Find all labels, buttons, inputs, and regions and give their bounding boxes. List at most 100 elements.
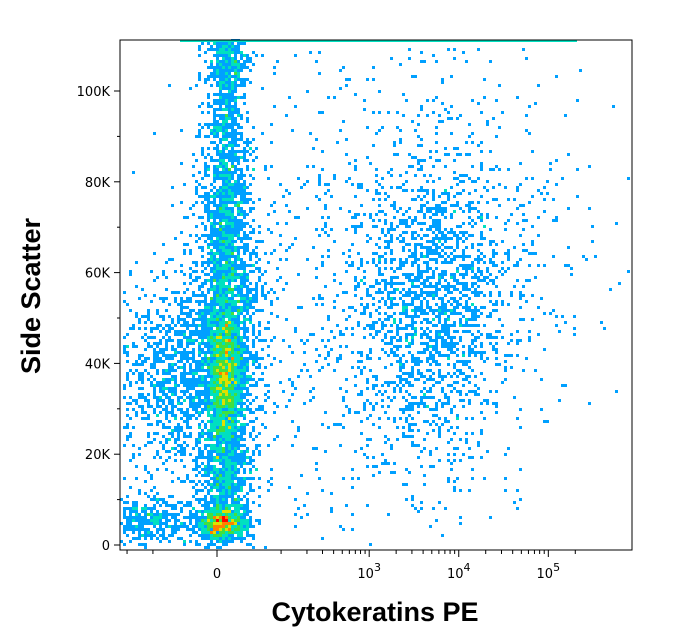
- data-point: [183, 441, 186, 444]
- data-point: [174, 300, 177, 303]
- data-point: [261, 348, 264, 351]
- data-point: [198, 318, 201, 321]
- data-point: [225, 57, 228, 60]
- data-point: [165, 324, 168, 327]
- data-point: [138, 387, 141, 390]
- data-point: [555, 219, 558, 222]
- data-point: [216, 243, 219, 246]
- data-point: [471, 456, 474, 459]
- data-point: [246, 519, 249, 522]
- data-point: [399, 297, 402, 300]
- data-point: [192, 270, 195, 273]
- data-point: [237, 126, 240, 129]
- data-point: [252, 342, 255, 345]
- data-point: [297, 426, 300, 429]
- data-point: [207, 504, 210, 507]
- data-point: [294, 105, 297, 108]
- data-point: [252, 207, 255, 210]
- data-point: [231, 387, 234, 390]
- data-point: [474, 384, 477, 387]
- data-point: [213, 180, 216, 183]
- data-point: [234, 303, 237, 306]
- data-point: [189, 516, 192, 519]
- data-point: [168, 303, 171, 306]
- data-point: [255, 381, 258, 384]
- data-point: [429, 357, 432, 360]
- data-point: [210, 318, 213, 321]
- data-point: [363, 282, 366, 285]
- data-point: [216, 297, 219, 300]
- data-point: [423, 159, 426, 162]
- data-point: [246, 351, 249, 354]
- data-point: [225, 93, 228, 96]
- data-point: [216, 48, 219, 51]
- data-point: [483, 261, 486, 264]
- data-point: [144, 537, 147, 540]
- data-point: [360, 447, 363, 450]
- data-point: [519, 468, 522, 471]
- data-point: [405, 180, 408, 183]
- data-point: [228, 459, 231, 462]
- data-point: [174, 441, 177, 444]
- data-point: [435, 447, 438, 450]
- data-point: [228, 177, 231, 180]
- data-point: [207, 516, 210, 519]
- data-point: [156, 369, 159, 372]
- data-point: [384, 435, 387, 438]
- data-point: [204, 447, 207, 450]
- data-point: [366, 294, 369, 297]
- data-point: [246, 306, 249, 309]
- data-point: [162, 381, 165, 384]
- data-point: [387, 381, 390, 384]
- data-point: [219, 366, 222, 369]
- data-point: [219, 312, 222, 315]
- data-point: [126, 501, 129, 504]
- data-point: [372, 456, 375, 459]
- data-point: [414, 402, 417, 405]
- data-point: [171, 525, 174, 528]
- data-point: [204, 501, 207, 504]
- data-point: [432, 222, 435, 225]
- data-point: [390, 306, 393, 309]
- data-point: [411, 234, 414, 237]
- data-point: [405, 324, 408, 327]
- data-point: [207, 543, 210, 546]
- data-point: [225, 342, 228, 345]
- data-point: [129, 381, 132, 384]
- data-point: [228, 183, 231, 186]
- data-point: [177, 444, 180, 447]
- data-point: [426, 261, 429, 264]
- data-point: [132, 171, 135, 174]
- data-point: [210, 105, 213, 108]
- data-point: [354, 165, 357, 168]
- data-point: [132, 363, 135, 366]
- data-point: [204, 303, 207, 306]
- data-point: [453, 147, 456, 150]
- data-point: [249, 315, 252, 318]
- data-point: [162, 501, 165, 504]
- data-point: [240, 366, 243, 369]
- data-point: [216, 159, 219, 162]
- data-point: [195, 240, 198, 243]
- data-point: [432, 408, 435, 411]
- data-point: [429, 276, 432, 279]
- data-point: [357, 360, 360, 363]
- data-point: [237, 168, 240, 171]
- data-point: [441, 249, 444, 252]
- data-point: [429, 354, 432, 357]
- data-point: [252, 306, 255, 309]
- data-point: [234, 378, 237, 381]
- data-point: [240, 477, 243, 480]
- data-point: [222, 504, 225, 507]
- data-point: [432, 237, 435, 240]
- data-point: [222, 399, 225, 402]
- data-point: [222, 318, 225, 321]
- data-point: [462, 249, 465, 252]
- data-point: [249, 510, 252, 513]
- data-point: [243, 396, 246, 399]
- data-point: [402, 411, 405, 414]
- data-point: [222, 273, 225, 276]
- data-point: [231, 183, 234, 186]
- data-point: [414, 156, 417, 159]
- data-point: [237, 75, 240, 78]
